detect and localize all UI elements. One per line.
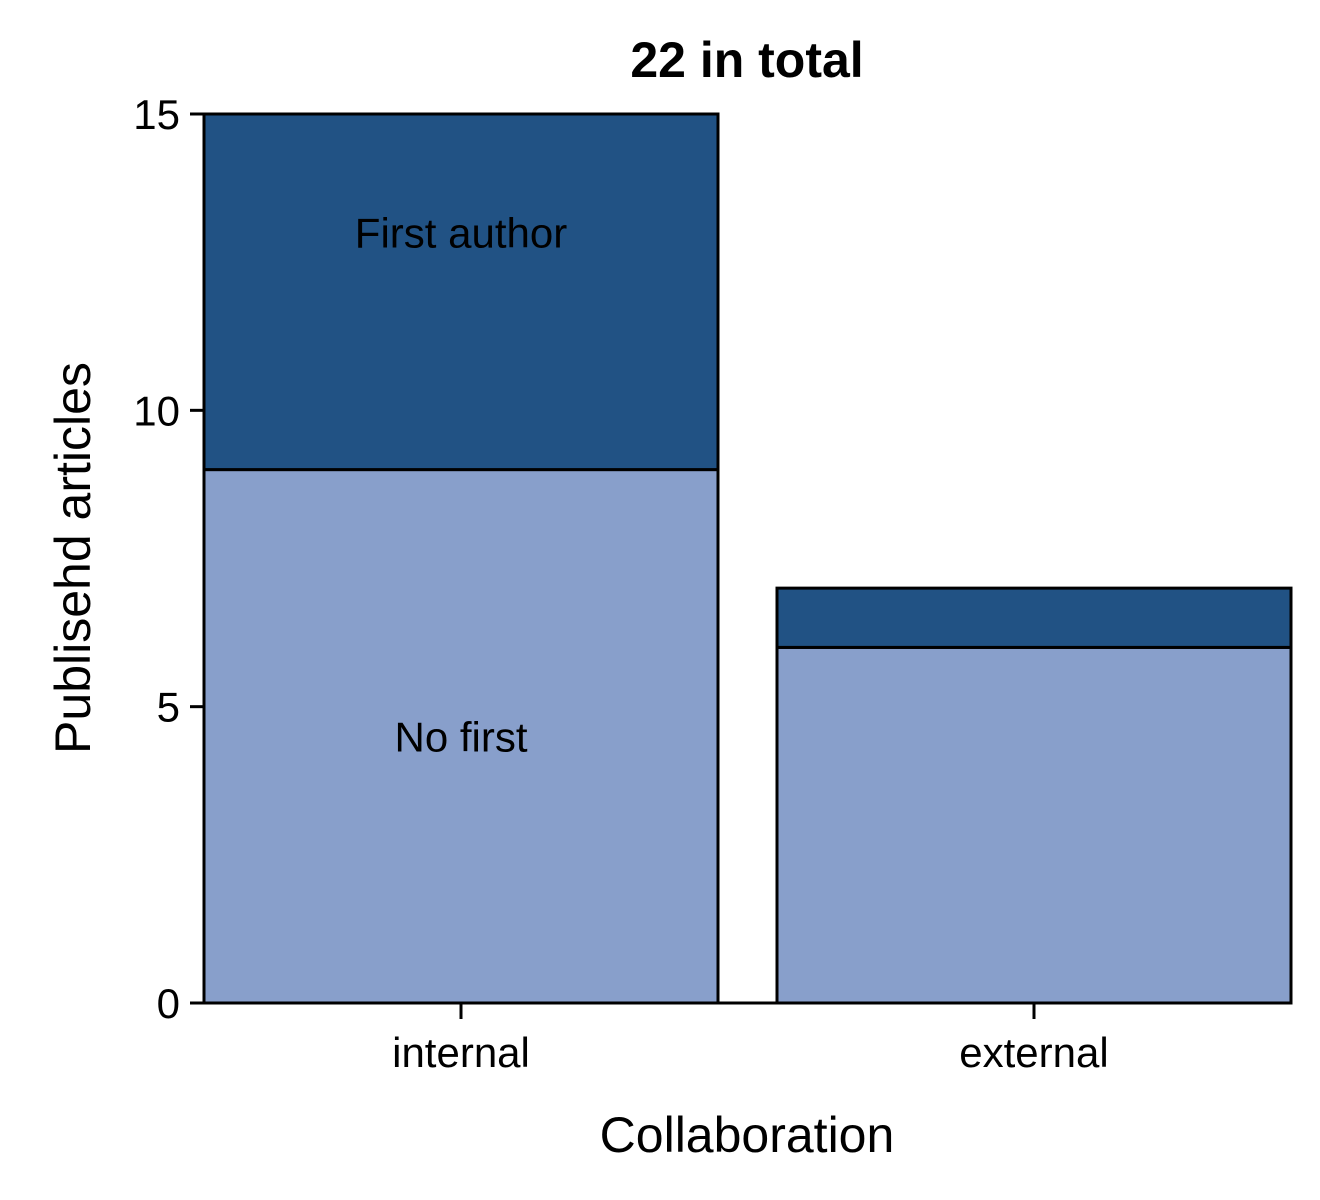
y-tick-label-5: 5	[157, 684, 180, 731]
y-ticks-group: 0 5 10 15	[133, 91, 204, 1027]
bar-external-no_first	[775, 645, 1293, 1005]
y-tick-label-10: 10	[133, 387, 180, 434]
x-ticks-group: internal external	[392, 1003, 1109, 1076]
x-tick-label-external: external	[959, 1029, 1108, 1076]
segment-labels-group: No first First author	[355, 210, 567, 761]
bars-group	[202, 112, 1293, 1005]
bar-external-first_author	[775, 586, 1293, 649]
y-tick-label-15: 15	[133, 91, 180, 138]
x-tick-label-internal: internal	[392, 1029, 530, 1076]
bar-internal-first_author	[202, 112, 720, 472]
x-axis-label: Collaboration	[600, 1107, 895, 1163]
segment-label-first-author: First author	[355, 210, 567, 257]
bar-internal-no_first	[202, 468, 720, 1005]
y-axis-label: Publisehd articles	[45, 362, 101, 754]
chart-title: 22 in total	[630, 32, 863, 88]
y-tick-label-0: 0	[157, 980, 180, 1027]
segment-label-no-first: No first	[394, 713, 527, 760]
